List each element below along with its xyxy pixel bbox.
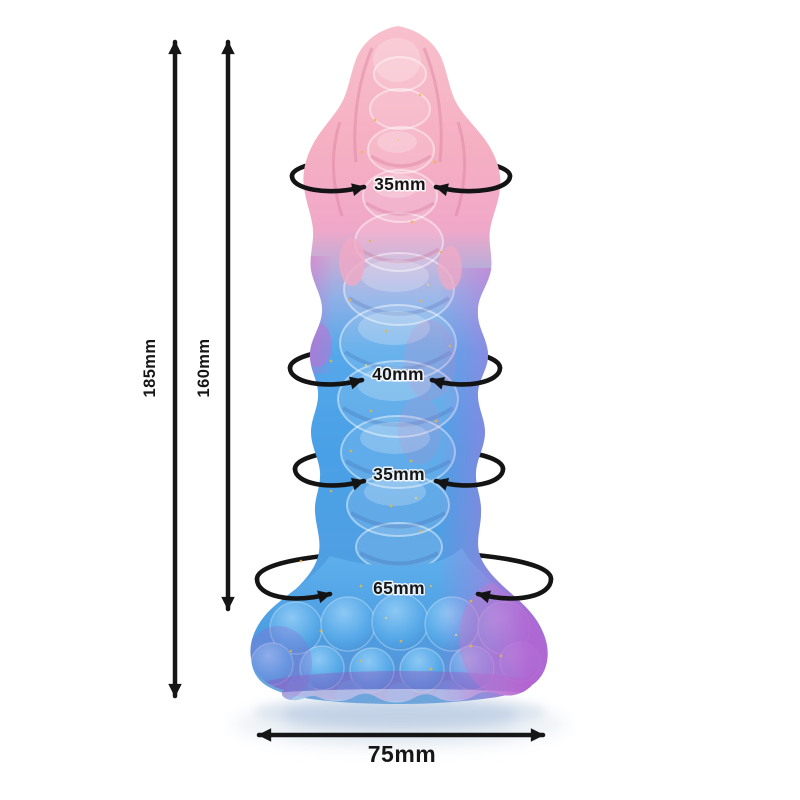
base-width-label: 75mm <box>368 741 436 767</box>
total-height-label: 185mm <box>141 339 159 398</box>
glitter-specks <box>289 93 503 671</box>
ring-3-left-arrow <box>292 466 367 491</box>
ring-1-right-arrow <box>433 173 513 197</box>
insertable-height-label: 160mm <box>195 339 213 398</box>
ring-4-right-arrow <box>475 576 554 604</box>
head-ridges <box>332 47 466 217</box>
ring-2-right-arrow <box>429 365 503 390</box>
ring-2-left-arrow <box>287 365 365 390</box>
ring-1-left-arrow <box>289 173 367 197</box>
texture-plates <box>337 38 459 572</box>
girth-label-1: 35mm <box>374 174 426 194</box>
girth-label-3: 35mm <box>373 464 425 484</box>
girth-label-2: 40mm <box>372 364 424 384</box>
ring-4-left-arrow <box>254 576 333 604</box>
ring-3-right-arrow <box>433 466 506 491</box>
girth-label-4: 65mm <box>373 578 425 598</box>
girth-ring-front-arcs <box>254 173 554 604</box>
